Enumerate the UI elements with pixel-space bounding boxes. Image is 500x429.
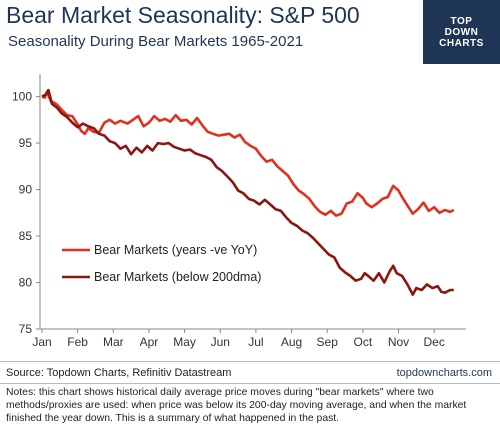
footer-divider [0, 361, 500, 362]
legend-label-2: Bear Markets (below 200dma) [94, 270, 261, 284]
y-tick-label: 75 [19, 322, 33, 336]
x-tick-label: Mar [103, 335, 124, 349]
y-tick-label: 90 [19, 183, 33, 197]
x-tick-label: Oct [354, 335, 373, 349]
logo-line-3: CHARTS [439, 37, 484, 49]
x-tick-label: May [173, 335, 196, 349]
chart-subtitle: Seasonality During Bear Markets 1965-202… [8, 33, 304, 50]
y-tick-label: 85 [19, 229, 33, 243]
notes-text: Notes: this chart shows historical daily… [6, 387, 467, 424]
x-tick-label: Jun [211, 335, 230, 349]
x-tick-label: Aug [281, 335, 302, 349]
chart-area: 75 80 85 90 95 100 Jan Feb Mar Apr May Jun Jul Aug Sep… [0, 68, 500, 362]
y-tick-label: 80 [19, 276, 33, 290]
series-line-2 [41, 88, 454, 296]
y-tick-label: 100 [12, 90, 32, 104]
notes-divider [0, 383, 500, 384]
source-text: Source: Topdown Charts, Refinitiv Datast… [6, 367, 232, 379]
x-tick-label: Jul [248, 335, 263, 349]
x-tick-label: Sep [317, 335, 339, 349]
y-tick-label: 95 [19, 136, 33, 150]
logo-line-1: TOP [450, 15, 473, 27]
x-tick-label: Feb [67, 335, 88, 349]
chart-title: Bear Market Seasonality: S&P 500 [6, 2, 360, 28]
x-tick-label: Nov [388, 335, 409, 349]
x-tick-label: Apr [140, 335, 159, 349]
brand-logo: TOP DOWN CHARTS [423, 0, 500, 64]
legend-label-1: Bear Markets (years -ve YoY) [94, 243, 257, 257]
source-url: topdowncharts.com [396, 367, 492, 379]
series-line-1 [41, 90, 455, 217]
line-chart: 75 80 85 90 95 100 Jan Feb Mar Apr May Jun Jul Aug Sep… [12, 74, 466, 349]
x-tick-label: Dec [424, 335, 445, 349]
logo-line-2: DOWN [444, 26, 479, 38]
x-tick-label: Jan [32, 335, 51, 349]
